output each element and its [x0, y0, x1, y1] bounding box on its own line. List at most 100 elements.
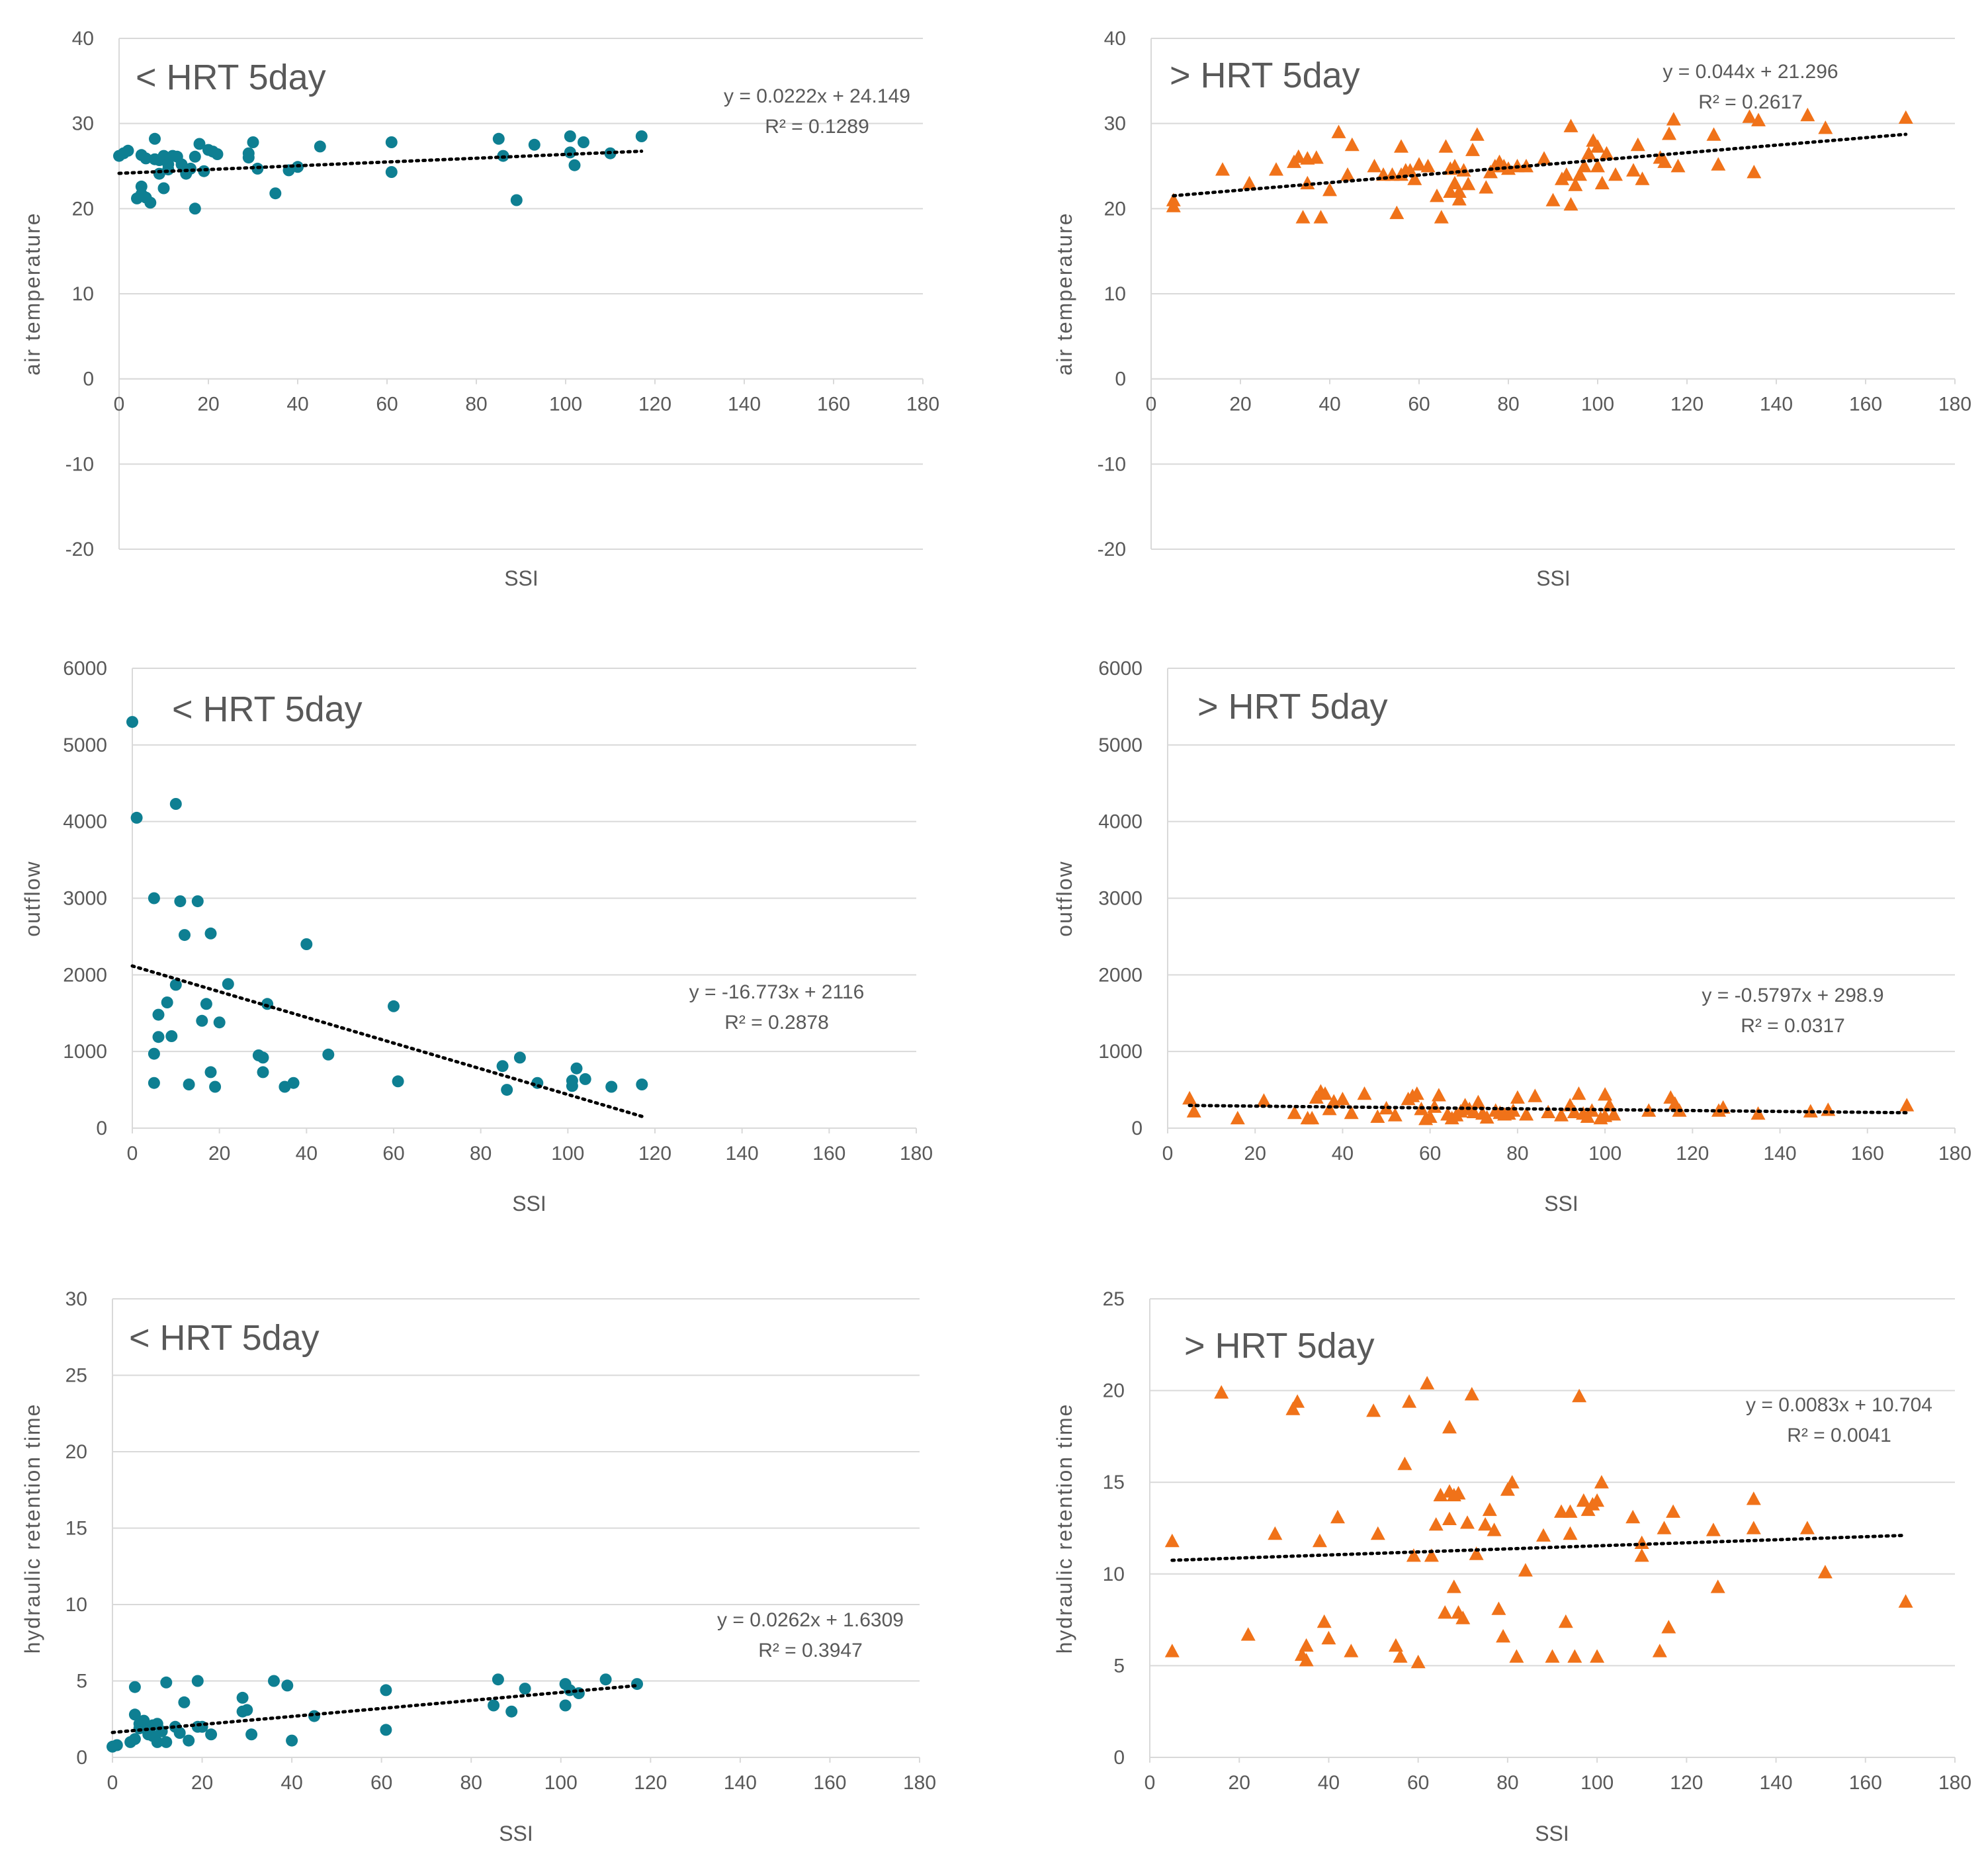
data-point — [138, 1714, 150, 1727]
panel-title: > HRT 5day — [1184, 1326, 1375, 1366]
data-point — [1563, 1526, 1578, 1540]
x-axis-title: SSI — [1536, 566, 1571, 590]
data-point — [196, 1014, 208, 1027]
data-point — [1438, 1605, 1453, 1619]
data-point — [1509, 1649, 1524, 1663]
x-tick-label: 120 — [1670, 1772, 1703, 1794]
data-point — [1406, 1548, 1421, 1562]
data-point — [1299, 1653, 1314, 1667]
y-axis-title: hydraulic retention time — [21, 1403, 44, 1654]
y-tick-label: 10 — [72, 283, 94, 305]
data-point — [488, 1699, 500, 1712]
x-tick-label: 180 — [906, 394, 939, 416]
data-point — [1818, 120, 1833, 134]
data-point — [1240, 1627, 1256, 1641]
y-tick-label: 0 — [1115, 369, 1126, 390]
x-tick-label: 160 — [812, 1143, 845, 1165]
data-point — [559, 1699, 572, 1712]
data-point — [492, 132, 505, 145]
data-point — [1710, 1579, 1725, 1593]
data-point — [287, 1077, 300, 1089]
data-point — [1482, 1502, 1497, 1517]
x-tick-label: 60 — [1419, 1143, 1441, 1165]
data-point — [568, 159, 581, 171]
data-point — [189, 150, 201, 163]
trendline-r-squared: R² = 0.0317 — [1741, 1015, 1845, 1037]
data-point — [564, 146, 576, 159]
y-tick-label: 1000 — [1098, 1041, 1143, 1063]
data-point — [1388, 1638, 1403, 1652]
x-tick-label: 120 — [1670, 394, 1704, 416]
x-axis-title: SSI — [1535, 1822, 1569, 1845]
data-point — [1504, 1475, 1520, 1489]
x-tick-label: 20 — [208, 1143, 230, 1165]
data-point — [380, 1724, 392, 1736]
data-point — [204, 1066, 217, 1079]
data-point — [281, 1679, 294, 1692]
data-point — [1500, 1482, 1515, 1496]
x-tick-label: 100 — [1588, 1143, 1621, 1165]
data-point — [519, 1683, 531, 1695]
data-point — [1518, 1563, 1533, 1577]
panel-title: < HRT 5day — [136, 58, 326, 97]
x-axis-title: SSI — [499, 1822, 533, 1845]
data-point — [1558, 1614, 1573, 1628]
y-axis-title: air temperature — [21, 212, 44, 376]
x-tick-label: 20 — [1229, 394, 1251, 416]
x-tick-label: 60 — [1407, 1772, 1429, 1794]
chart-panel-5: 0 5 10 15 20 25 30 0 20 40 60 80 100 120 140 160 180 SSI h… — [21, 1288, 936, 1845]
data-point — [1313, 210, 1328, 224]
data-point — [1420, 159, 1436, 173]
y-tick-label: 20 — [1103, 1380, 1125, 1402]
y-tick-label: 4000 — [63, 811, 107, 833]
y-axis-title: outflow — [1053, 860, 1076, 936]
x-axis-title: SSI — [1544, 1192, 1578, 1215]
y-axis-title: outflow — [21, 860, 44, 936]
data-point — [247, 136, 259, 148]
data-point — [1442, 1420, 1457, 1434]
data-point — [1430, 189, 1444, 202]
trendline-equation: y = 0.0083x + 10.704 — [1746, 1394, 1932, 1416]
y-tick-label: 15 — [65, 1518, 87, 1540]
data-point — [1899, 1098, 1915, 1112]
data-point — [1634, 1535, 1649, 1549]
y-tick-label: 3000 — [63, 888, 107, 910]
data-point — [1706, 127, 1721, 141]
y-tick-label: 25 — [1103, 1288, 1125, 1310]
data-point — [245, 1728, 258, 1741]
data-point — [257, 1066, 269, 1079]
trendline — [117, 150, 644, 175]
data-point — [1594, 175, 1610, 190]
y-tick-label: 25 — [65, 1365, 87, 1387]
x-tick-label: 0 — [1162, 1143, 1174, 1165]
chart-panel-2: -20 -10 0 10 20 30 40 0 20 40 60 80 100 120 140 160 180 S… — [1053, 28, 1971, 590]
data-point — [1590, 159, 1605, 173]
data-point — [1322, 183, 1337, 197]
y-tick-label: 20 — [1104, 198, 1126, 220]
data-point — [1537, 151, 1551, 165]
data-point — [1164, 1533, 1180, 1548]
data-point — [1666, 1504, 1681, 1518]
y-tick-label: 40 — [1104, 28, 1126, 50]
data-point — [1370, 1109, 1385, 1123]
data-point — [191, 1675, 204, 1687]
data-point — [149, 132, 161, 145]
trendline-r-squared: R² = 0.2617 — [1698, 91, 1803, 113]
trendline-r-squared: R² = 0.0041 — [1787, 1425, 1891, 1446]
trendline-r-squared: R² = 0.1289 — [765, 116, 869, 138]
data-point — [1407, 171, 1422, 185]
data-point — [1666, 112, 1681, 126]
data-point — [1479, 180, 1494, 194]
data-point — [1751, 112, 1766, 126]
data-point — [1545, 1649, 1560, 1663]
trendline — [130, 964, 644, 1118]
data-point — [1746, 1521, 1761, 1534]
data-point — [1370, 1526, 1385, 1540]
data-point — [1536, 1528, 1551, 1542]
y-tick-label: 6000 — [1098, 658, 1143, 680]
y-tick-label: -20 — [65, 539, 94, 560]
data-point — [1344, 137, 1360, 152]
chart-panel-1: -20 -10 0 10 20 30 40 0 20 40 60 80 100 120 140 160 180 S… — [21, 28, 939, 590]
data-point — [128, 1733, 141, 1745]
data-point — [1599, 146, 1614, 159]
